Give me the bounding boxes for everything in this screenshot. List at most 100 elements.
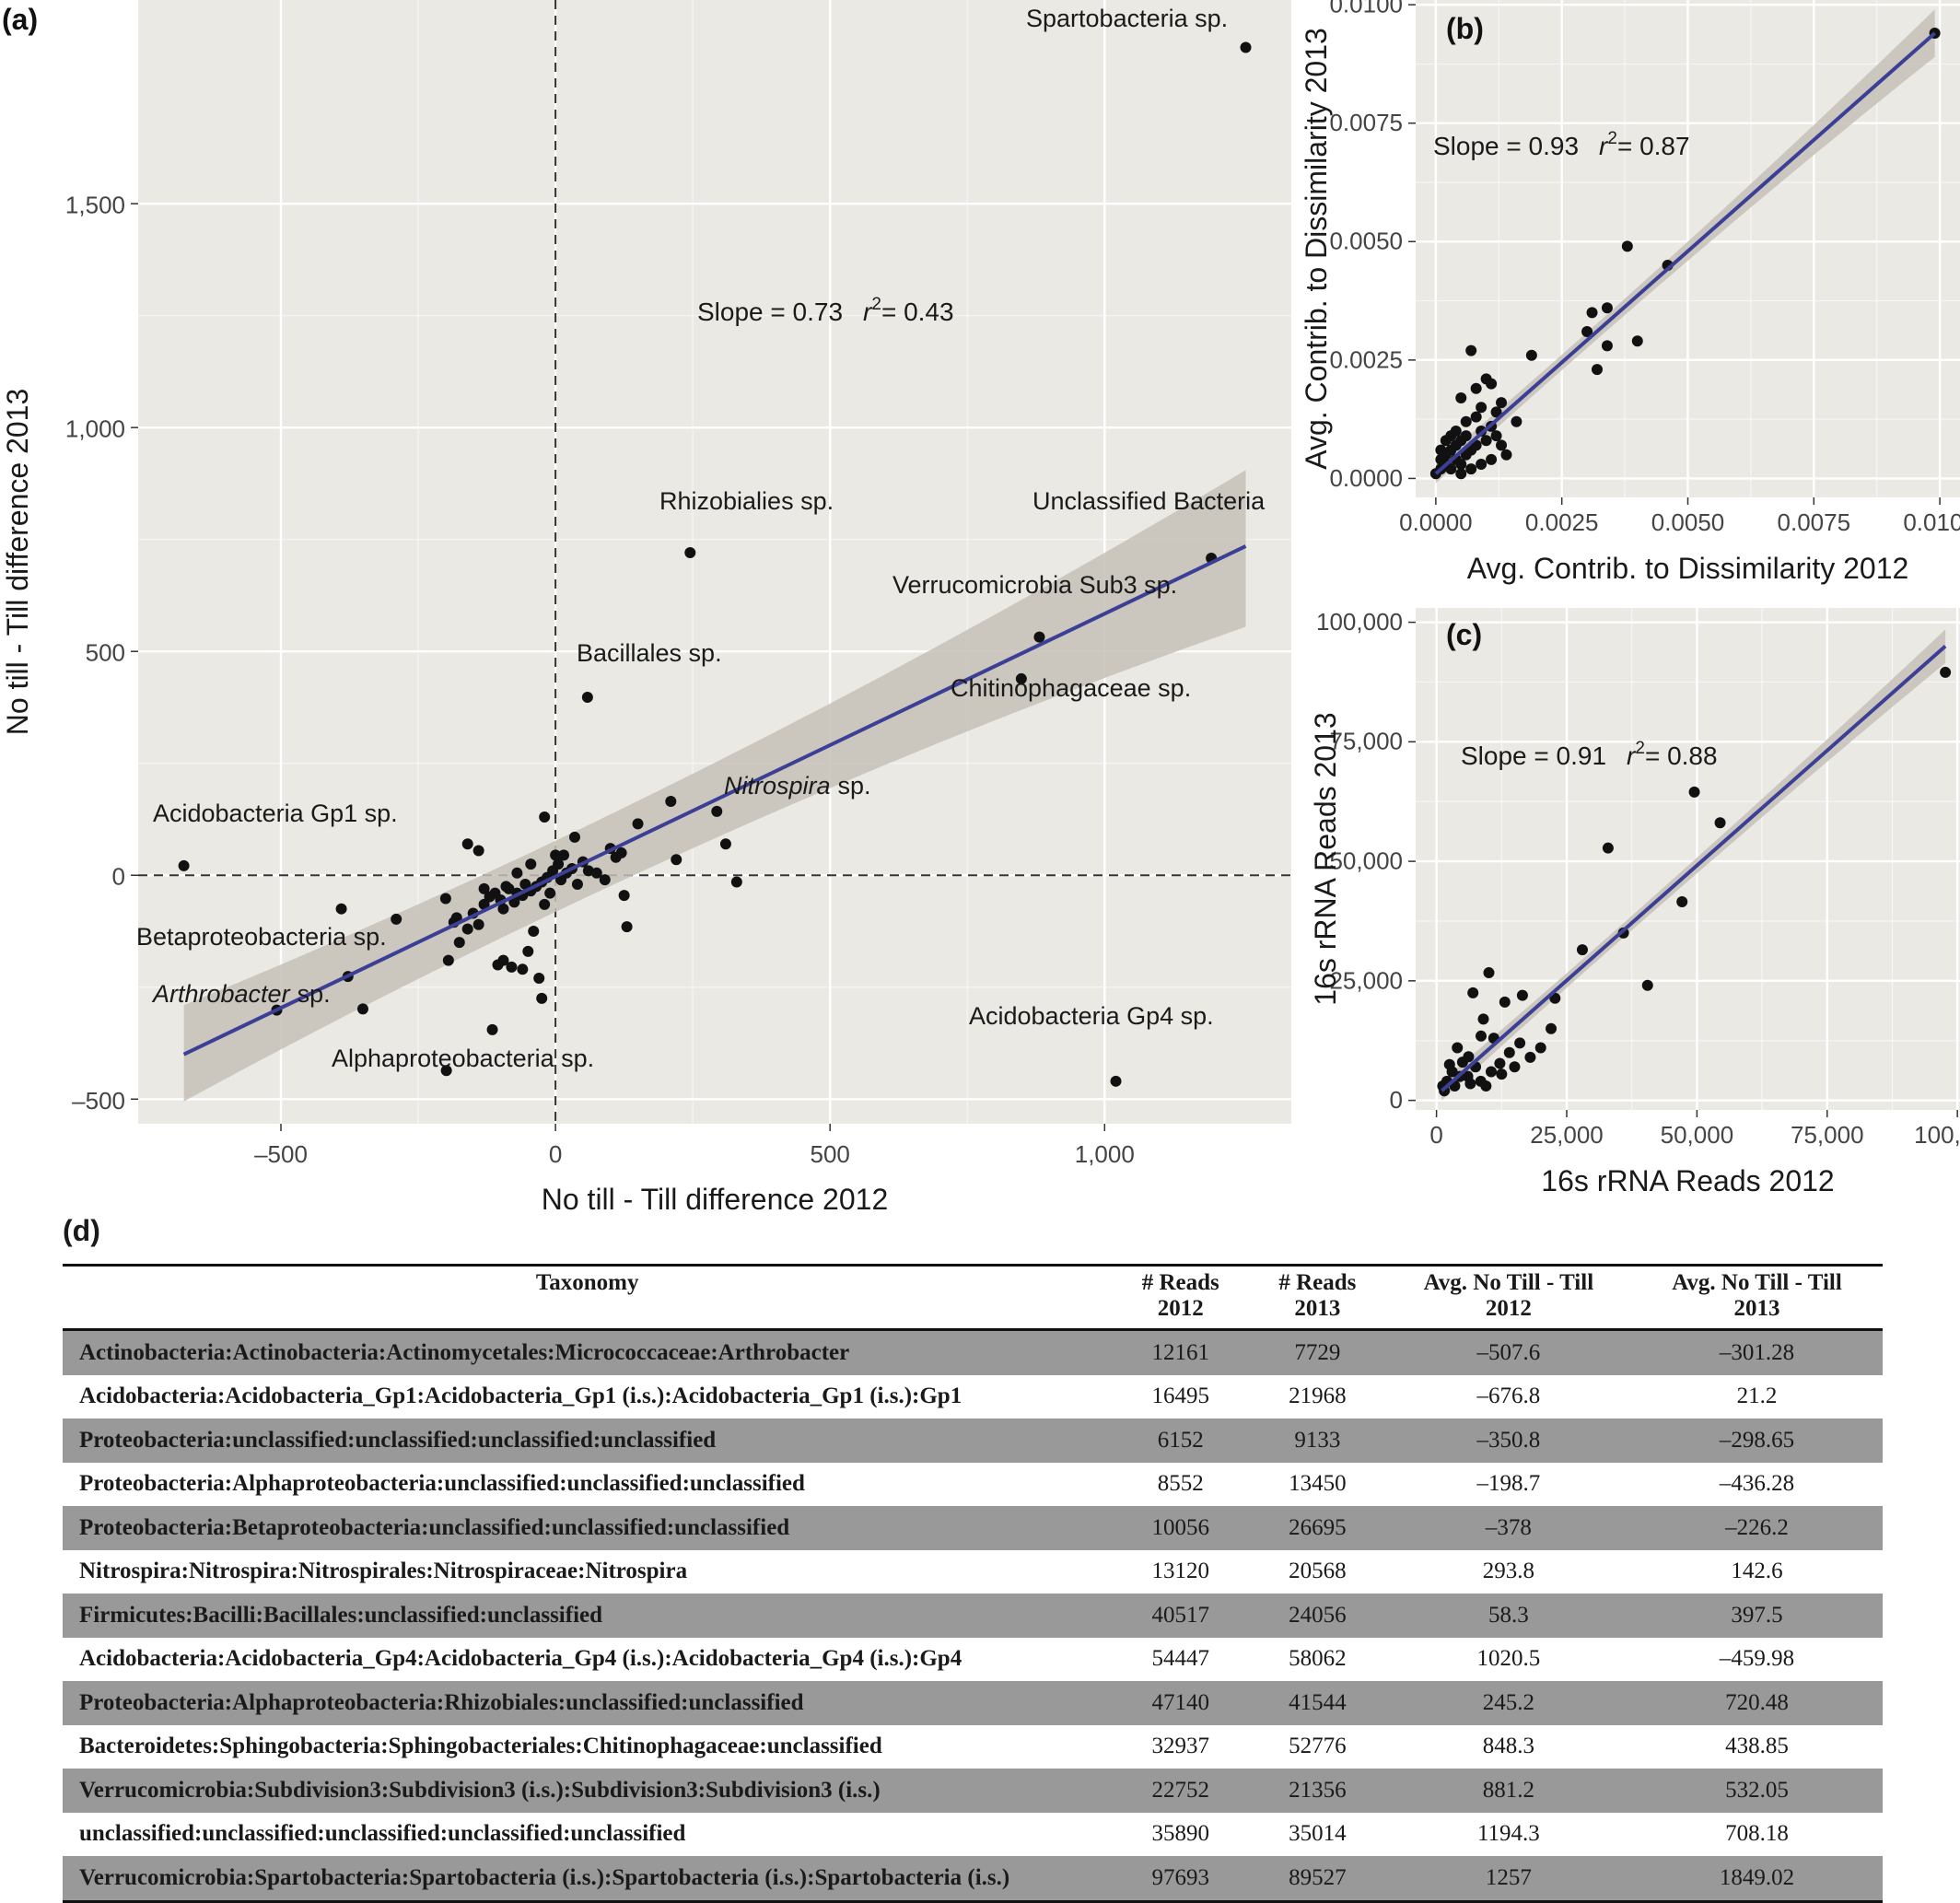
data-point — [533, 973, 545, 985]
y-tick-label: 500 — [86, 639, 125, 667]
chart-panel-0: –500 0 500 1,000 –500 0 500 1,000 1,500 (a) No til… — [1, 0, 1291, 1216]
data-point — [671, 854, 682, 866]
y-tick-label: 25,000 — [1329, 966, 1403, 994]
cell-avg-2013: –298.65 — [1631, 1418, 1883, 1463]
data-point — [1496, 1068, 1508, 1080]
cell-taxonomy: Verrucomicrobia:Spartobacteria:Spartobac… — [63, 1856, 1113, 1901]
cell-reads-2013: 9133 — [1249, 1418, 1386, 1463]
regression-line — [1440, 645, 1947, 1092]
cell-reads-2013: 58062 — [1289, 1646, 1347, 1672]
point-label-text: Betaproteobacteria sp. — [136, 923, 387, 951]
table-row: Proteobacteria:Alphaproteobacteria:Rhizo… — [63, 1681, 1883, 1725]
cell-reads-2012: 22752 — [1112, 1769, 1250, 1813]
cell-avg-2012: 1257 — [1385, 1856, 1632, 1901]
table-row: unclassified:unclassified:unclassified:u… — [63, 1813, 1883, 1857]
data-point — [1483, 967, 1495, 979]
point-label-text: Unclassified Bacteria — [1032, 487, 1266, 515]
point-label: Betaproteobacteria sp. — [136, 923, 387, 951]
cell-reads-2013: 7729 — [1249, 1329, 1386, 1375]
data-point — [1455, 392, 1467, 403]
point-label-text: Chitinophagaceae sp. — [951, 674, 1191, 702]
data-point — [1525, 349, 1537, 361]
figure-svg: –500 0 500 1,000 –500 0 500 1,000 1,500 (a) No til… — [1, 0, 1960, 1216]
cell-avg-2012: –198.7 — [1476, 1471, 1541, 1497]
data-point — [1524, 1051, 1536, 1063]
data-point — [1586, 307, 1598, 319]
data-point — [1714, 817, 1726, 829]
point-label: Nitrospira sp. — [724, 772, 871, 800]
point-label-text: sp. — [838, 772, 871, 800]
data-point — [1641, 979, 1653, 991]
cell-taxonomy: Proteobacteria:Betaproteobacteria:unclas… — [63, 1506, 1113, 1550]
data-point — [525, 858, 537, 870]
cell-taxonomy: Firmicutes:Bacilli:Bacillales:unclassifi… — [63, 1594, 1113, 1638]
data-point — [497, 903, 509, 915]
data-point — [1601, 340, 1613, 352]
cell-reads-2013: 52776 — [1289, 1734, 1347, 1759]
point-label: Acidobacteria Gp1 sp. — [153, 800, 398, 827]
point-label: Acidobacteria Gp4 sp. — [969, 1002, 1214, 1030]
fit-statistics: Slope = 0.93 r2= 0.87 — [1433, 129, 1690, 160]
table-row: Actinobacteria:Actinobacteria:Actinomyce… — [63, 1329, 1883, 1375]
table-row: Nitrospira:Nitrospira:Nitrospirales:Nitr… — [63, 1550, 1883, 1594]
y-tick-label: 1,500 — [65, 192, 125, 219]
point-label: Arthrobacter sp. — [151, 980, 331, 1008]
y-tick-label: 0.0050 — [1329, 228, 1403, 255]
regression-line — [182, 544, 1247, 1057]
r-squared-symbol: r — [863, 298, 873, 326]
data-point — [1450, 426, 1462, 437]
cell-reads-2013: 20568 — [1289, 1559, 1347, 1584]
cell-avg-2012: 245.2 — [1385, 1681, 1632, 1725]
data-point — [536, 992, 548, 1004]
cell-avg-2013: 720.48 — [1631, 1681, 1883, 1725]
cell-reads-2012: 97693 — [1112, 1856, 1250, 1901]
data-point — [1486, 1066, 1498, 1078]
cell-taxonomy: Acidobacteria:Acidobacteria_Gp4:Acidobac… — [79, 1646, 962, 1672]
cell-reads-2012: 8552 — [1157, 1471, 1204, 1497]
point-label: Chitinophagaceae sp. — [951, 674, 1191, 702]
column-header-avg-2013: Avg. No Till - Till 2013 — [1631, 1266, 1883, 1330]
point-label: Bacillales sp. — [577, 639, 722, 667]
x-tick-label: 0 — [549, 1140, 562, 1168]
regression-line — [1434, 31, 1936, 475]
fit-statistics: Slope = 0.91 r2= 0.88 — [1461, 739, 1718, 770]
point-label-text: Acidobacteria Gp1 sp. — [153, 800, 398, 827]
data-point — [711, 805, 723, 817]
cell-reads-2012: 47140 — [1112, 1681, 1250, 1725]
point-label: Spartobacteria sp. — [1026, 5, 1228, 32]
x-tick-label: 0.0025 — [1525, 508, 1599, 536]
data-point — [1465, 463, 1477, 475]
data-point — [391, 913, 402, 925]
data-point — [1511, 415, 1522, 427]
x-tick-label: 25,000 — [1530, 1121, 1604, 1149]
point-label: Alphaproteobacteria sp. — [332, 1045, 594, 1072]
cell-reads-2013: 35014 — [1289, 1821, 1347, 1847]
cell-reads-2013: 41544 — [1249, 1681, 1386, 1725]
data-point — [1486, 453, 1498, 465]
data-point — [1443, 1058, 1455, 1070]
cell-reads-2012: 32937 — [1151, 1734, 1209, 1759]
y-tick-label: 1,000 — [65, 415, 125, 443]
data-point — [618, 890, 630, 902]
cell-avg-2012: 848.3 — [1482, 1734, 1534, 1759]
x-axis-title: Avg. Contrib. to Dissimilarity 2012 — [1467, 552, 1909, 585]
data-point — [511, 867, 523, 879]
point-label: Rhizobialies sp. — [659, 487, 834, 515]
data-point — [1490, 406, 1502, 418]
data-point — [1477, 1013, 1489, 1025]
data-point — [1480, 435, 1492, 447]
data-point — [1486, 378, 1498, 390]
data-point — [571, 878, 583, 890]
cell-avg-2013: –301.28 — [1631, 1329, 1883, 1375]
panel-d-letter: (d) — [63, 1214, 100, 1247]
fit-statistics: Slope = 0.73 r2= 0.43 — [697, 295, 954, 326]
cell-taxonomy: Nitrospira:Nitrospira:Nitrospirales:Nitr… — [79, 1559, 688, 1584]
cell-reads-2013: 21968 — [1289, 1383, 1347, 1409]
cell-avg-2012: –378 — [1385, 1506, 1632, 1550]
y-tick-label: 0.0000 — [1329, 464, 1403, 492]
r-squared-value: = 0.88 — [1645, 741, 1718, 770]
x-tick-label: 0.0000 — [1399, 508, 1473, 536]
point-label-text: Acidobacteria Gp4 sp. — [969, 1002, 1214, 1030]
y-axis-title: 16s rRNA Reads 2013 — [1309, 712, 1342, 1005]
x-tick-label: 100,000 — [1914, 1121, 1960, 1149]
